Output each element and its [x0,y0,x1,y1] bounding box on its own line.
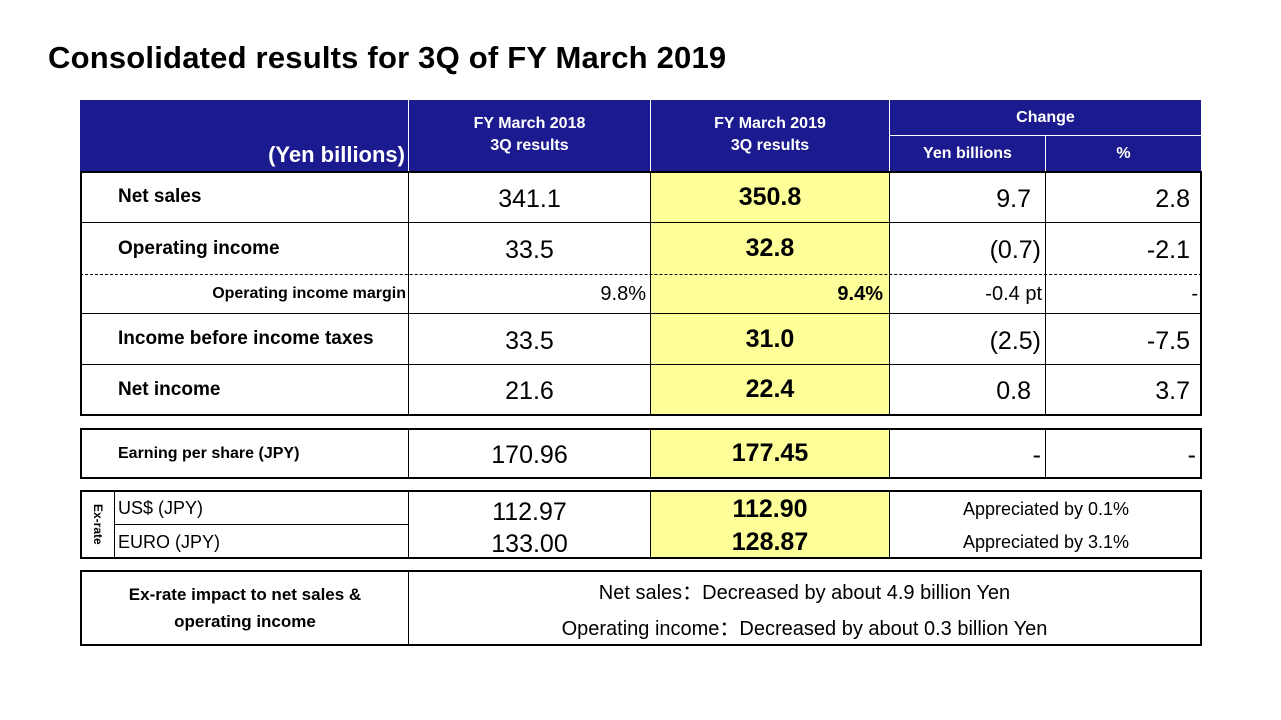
exrate-usd-change: Appreciated by 0.1% [962,498,1130,519]
page-title: Consolidated results for 3Q of FY March … [48,40,727,75]
row-label-net-income: Net income [118,378,221,400]
exrate-usd-fy2018: 112.97 [492,497,567,526]
col-header-fy2019-line2: 3Q results [730,137,810,154]
eps-change-pct: - [1187,441,1196,469]
col-header-fy2019: FY March 2019 3Q results [651,110,889,160]
col-header-fy2018-line1: FY March 2018 [473,115,586,132]
exrate-usd-fy2019: 112.90 [732,494,808,523]
operating-margin-change-pct: - [1191,282,1198,305]
impact-operating-income: Operating income：Decreased by about 0.3 … [561,617,1048,640]
col-header-fy2018-line2: 3Q results [490,137,569,154]
impact-label: Ex-rate impact to net sales & operating … [82,572,408,644]
exrate-impact-table [80,570,1202,646]
exrate-side-label: Ex-rate [91,504,105,545]
eps-fy2018: 170.96 [491,441,568,469]
col-header-fy2018: FY March 2018 3Q results [409,110,650,160]
row-label-eps: Earning per share (JPY) [118,444,300,462]
exrate-euro-fy2019: 128.87 [731,527,809,556]
net-income-fy2019: 22.4 [745,375,795,403]
impact-label-line1: Ex-rate impact to net sales & [128,585,362,604]
row-label-net-sales: Net sales [118,186,202,207]
impact-label-line2: operating income [174,612,316,631]
col-header-change: Change [1016,108,1075,126]
exrate-euro-fy2018: 133.00 [491,529,568,558]
net-sales-fy2018: 341.1 [498,184,561,213]
net-income-fy2018: 21.6 [505,377,554,405]
operating-income-fy2018: 33.5 [505,236,554,264]
exrate-table [80,490,1202,559]
eps-fy2019: 177.45 [731,439,809,467]
unit-label: (Yen billions) [268,142,405,167]
row-label-operating-income-margin: Operating income margin [212,285,406,302]
impact-net-sales: Net sales：Decreased by about 4.9 billion… [598,581,1011,604]
eps-table [80,428,1202,479]
income-before-taxes-fy2018: 33.5 [505,326,554,355]
net-sales-fy2019: 350.8 [738,182,802,211]
operating-margin-fy2019: 9.4% [837,282,883,305]
net-sales-change-pct: 2.8 [1155,184,1190,213]
operating-income-change-yen: (0.7) [989,236,1041,264]
operating-income-change-pct: -2.1 [1146,236,1190,264]
operating-margin-fy2018: 9.8% [600,282,646,305]
eps-change-yen: - [1032,441,1041,469]
col-header-fy2019-line1: FY March 2019 [714,115,826,132]
col-header-change-yen: Yen billions [923,144,1012,162]
row-label-operating-income: Operating income [118,237,280,259]
net-sales-change-yen: 9.7 [996,184,1031,213]
income-before-taxes-change-yen: (2.5) [989,326,1041,355]
exrate-euro-change: Appreciated by 3.1% [962,531,1130,552]
exrate-euro-label: EURO (JPY) [118,531,221,552]
col-header-change-pct: % [1116,144,1131,162]
income-before-taxes-change-pct: -7.5 [1146,326,1190,355]
operating-income-fy2019: 32.8 [745,234,795,262]
row-label-income-before-taxes: Income before income taxes [118,328,374,349]
exrate-usd-label: US$ (JPY) [118,497,204,518]
fy2019-highlight [651,171,889,414]
income-before-taxes-fy2019: 31.0 [745,324,795,353]
net-income-change-pct: 3.7 [1155,377,1190,405]
net-income-change-yen: 0.8 [996,377,1031,405]
operating-margin-change-yen: -0.4 pt [985,282,1042,305]
